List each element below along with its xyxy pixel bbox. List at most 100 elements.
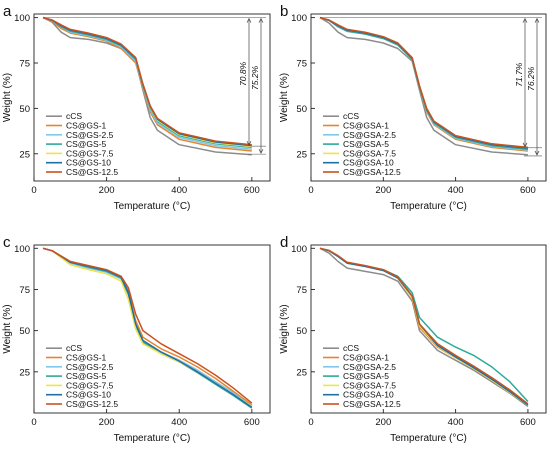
legend-label: CS@GS-10 <box>66 158 111 168</box>
x-tick-label: 0 <box>31 417 36 428</box>
legend-label: CS@GSA-12.5 <box>343 167 401 177</box>
legend-label: CS@GS-10 <box>66 390 111 400</box>
annotation-label: 76.2% <box>526 66 536 91</box>
series-line-cs-gsa-12-5 <box>319 247 529 405</box>
x-tick-label: 600 <box>244 417 260 428</box>
legend-label: CS@GS-2.5 <box>66 362 114 372</box>
annotation-arrowhead <box>534 150 540 156</box>
annotation-label: 75.2% <box>250 65 260 90</box>
legend-label: cCS <box>343 343 359 353</box>
legend-label: CS@GS-12.5 <box>66 167 118 177</box>
y-tick-label: 50 <box>19 326 30 337</box>
x-tick-label: 200 <box>99 417 115 428</box>
series-line-cs-gs-12-5 <box>42 16 252 146</box>
annotation-arrowhead <box>258 17 264 23</box>
panel-label: a <box>3 3 12 20</box>
y-tick-label: 100 <box>14 244 30 255</box>
legend-label: CS@GS-12.5 <box>66 399 118 409</box>
panel-d: d 0 200 400 600 25 50 75 100 Temperature (°C) Weig… <box>279 234 547 444</box>
series-line-cs-gs-12-5 <box>42 247 253 404</box>
x-tick-label: 0 <box>308 417 313 428</box>
legend-label: CS@GSA-5 <box>343 139 389 149</box>
series-line-cs-gsa-12-5 <box>319 16 528 149</box>
legend-label: CS@GS-7.5 <box>66 380 114 390</box>
legend-label: CS@GS-1 <box>66 121 107 131</box>
legend-label: CS@GS-7.5 <box>66 148 114 158</box>
y-axis-title: Weight (%) <box>279 73 290 122</box>
x-tick-label: 400 <box>171 417 187 428</box>
annotation-arrowhead <box>522 142 528 148</box>
x-tick-label: 400 <box>171 185 187 196</box>
legend-label: cCS <box>66 343 82 353</box>
annotation-arrowhead <box>246 140 252 146</box>
x-tick-label: 200 <box>99 185 115 196</box>
legend-label: CS@GSA-2.5 <box>343 362 396 372</box>
plot-frame <box>310 244 547 414</box>
panel-b: b 0 200 400 600 25 50 75 100 Temperature (°C) Weig… <box>279 3 547 212</box>
x-tick-label: 600 <box>520 417 536 428</box>
series-line-cs-gs-10 <box>42 247 253 408</box>
legend-label: CS@GSA-2.5 <box>343 130 396 140</box>
y-tick-label: 25 <box>19 367 30 378</box>
annotation-label: 70.8% <box>238 61 248 86</box>
x-tick-label: 200 <box>375 417 391 428</box>
legend-label: CS@GSA-1 <box>343 121 389 131</box>
x-axis-title: Temperature (°C) <box>390 433 467 444</box>
y-tick-label: 100 <box>14 13 30 24</box>
legend-label: cCS <box>343 111 359 121</box>
series-line-cs-gs-1 <box>42 16 252 152</box>
y-tick-label: 25 <box>19 149 30 160</box>
x-tick-label: 600 <box>520 185 536 196</box>
legend-label: CS@GSA-5 <box>343 371 389 381</box>
legend-label: CS@GS-5 <box>66 371 107 381</box>
y-axis-title: Weight (%) <box>2 73 13 122</box>
annotation-arrowhead <box>534 17 540 23</box>
y-tick-label: 75 <box>296 59 307 70</box>
panel-c: c 0 200 400 600 25 50 75 100 Temperature (°C) Weig… <box>2 234 271 444</box>
x-axis-title: Temperature (°C) <box>114 433 191 444</box>
legend-label: CS@GS-1 <box>66 353 107 363</box>
legend-label: CS@GS-5 <box>66 139 107 149</box>
annotation-label: 71.7% <box>514 62 524 87</box>
legend-label: CS@GSA-10 <box>343 158 394 168</box>
series-line-ccs <box>319 247 529 408</box>
legend-label: CS@GSA-10 <box>343 390 394 400</box>
x-tick-label: 200 <box>375 185 391 196</box>
legend-label: CS@GSA-7.5 <box>343 148 396 158</box>
panel-label: c <box>3 234 11 251</box>
annotation-arrowhead <box>258 148 264 154</box>
plot-frame <box>33 244 271 414</box>
x-tick-label: 600 <box>244 185 260 196</box>
y-tick-label: 25 <box>296 367 307 378</box>
plot-frame <box>33 13 271 182</box>
x-tick-label: 400 <box>448 417 464 428</box>
legend-label: CS@GSA-1 <box>343 353 389 363</box>
legend-label: CS@GSA-7.5 <box>343 380 396 390</box>
y-tick-label: 100 <box>291 244 307 255</box>
panel-label: d <box>280 234 288 251</box>
x-axis-title: Temperature (°C) <box>390 201 467 212</box>
y-tick-label: 75 <box>19 285 30 296</box>
y-tick-label: 50 <box>19 104 30 115</box>
panel-label: b <box>280 3 288 20</box>
y-tick-label: 75 <box>296 285 307 296</box>
x-axis-title: Temperature (°C) <box>114 201 191 212</box>
y-tick-label: 50 <box>296 326 307 337</box>
plot-frame <box>310 13 547 182</box>
legend-label: CS@GS-2.5 <box>66 130 114 140</box>
y-tick-label: 75 <box>19 59 30 70</box>
y-axis-title: Weight (%) <box>2 304 13 353</box>
x-tick-label: 0 <box>31 185 36 196</box>
y-tick-label: 25 <box>296 149 307 160</box>
x-tick-label: 400 <box>448 185 464 196</box>
annotation-arrowhead <box>522 17 528 23</box>
annotation-arrowhead <box>246 17 252 23</box>
y-tick-label: 50 <box>296 104 307 115</box>
y-tick-label: 100 <box>291 13 307 24</box>
x-tick-label: 0 <box>308 185 313 196</box>
y-axis-title: Weight (%) <box>279 304 290 353</box>
panel-a: a 0 200 400 600 25 50 75 100 Temperature (°C) Weig… <box>2 3 271 212</box>
legend-label: CS@GSA-12.5 <box>343 399 401 409</box>
series-line-ccs <box>319 16 528 156</box>
